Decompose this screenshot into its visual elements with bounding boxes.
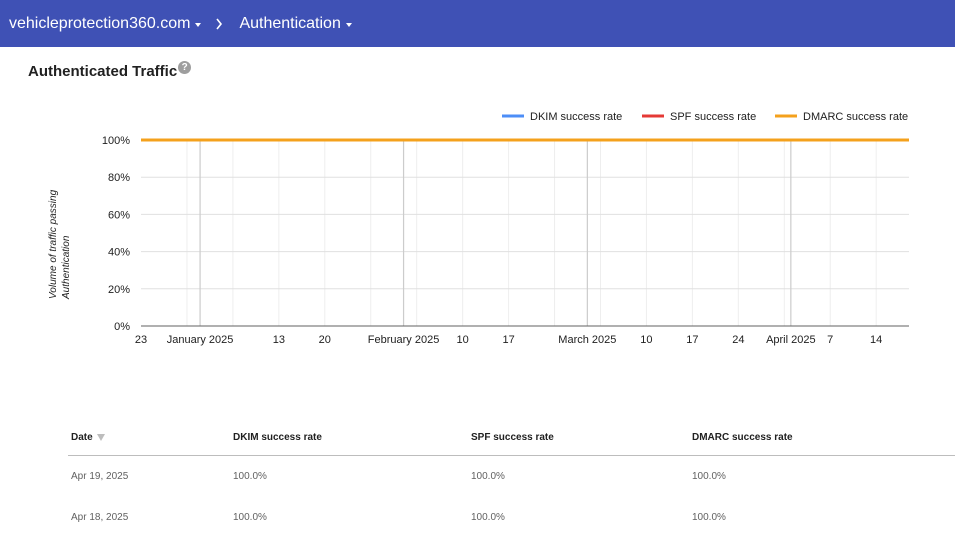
y-tick-label: 0% [114,321,130,333]
authenticated-traffic-chart: 0% 20% 40% 60% 80% 100% 23 January 2025 13 20 Febr… [102,111,909,346]
x-tick-label: 7 [827,334,833,346]
table-row: Apr 18, 2025 100.0% 100.0% 100.0% [68,497,955,538]
cell-dmarc: 100.0% [692,471,726,482]
column-header-dmarc[interactable]: DMARC success rate [692,432,793,443]
chevron-down-icon [195,22,202,27]
y-axis-title-line-2: Authentication [61,235,72,300]
cell-spf: 100.0% [471,512,505,523]
y-axis-title-line-1: Volume of traffic passing [48,189,59,299]
table-row: Apr 19, 2025 100.0% 100.0% 100.0% [68,456,955,497]
section-label: Authentication [239,14,341,32]
column-header-date[interactable]: Date [68,432,231,443]
y-tick-label: 60% [108,209,130,221]
column-header-dkim[interactable]: DKIM success rate [233,432,322,443]
y-tick-label: 20% [108,284,130,296]
cell-date: Apr 18, 2025 [71,512,129,523]
x-tick-label: 13 [273,334,285,346]
legend-label: SPF success rate [670,111,756,123]
chevron-down-icon [345,22,352,27]
column-header-label: Date [71,432,93,443]
domain-label: vehicleprotection360.com [9,14,191,32]
cell-spf: 100.0% [471,471,505,482]
chevron-right-icon [215,18,223,30]
x-tick-label: 20 [319,334,331,346]
x-tick-label: 10 [640,334,652,346]
y-tick-label: 40% [108,247,130,259]
panel-title-row: Authenticated Traffic ? [28,61,192,80]
x-tick-label: April 2025 [766,334,816,346]
legend-label: DKIM success rate [530,111,622,123]
x-tick-label: March 2025 [558,334,616,346]
top-app-bar: vehicleprotection360.com Authentication [0,0,955,47]
column-header-spf[interactable]: SPF success rate [471,432,554,443]
y-tick-label: 100% [102,135,130,147]
traffic-table: Date DKIM success rate SPF success rate … [68,420,955,538]
cell-date: Apr 19, 2025 [71,471,129,482]
cell-dkim: 100.0% [233,512,267,523]
panel-title: Authenticated Traffic [28,63,178,80]
x-tick-label: February 2025 [368,334,440,346]
x-tick-label: 17 [502,334,514,346]
x-tick-label: 17 [686,334,698,346]
table-header: Date DKIM success rate SPF success rate … [68,420,955,456]
y-axis-title: Volume of traffic passing Authentication [48,189,72,300]
cell-dkim: 100.0% [233,471,267,482]
help-icon[interactable]: ? [178,61,192,74]
section-selector[interactable]: Authentication [239,14,352,33]
x-tick-label: 23 [135,334,147,346]
x-tick-label: 24 [732,334,744,346]
x-tick-label: 14 [870,334,882,346]
legend-label: DMARC success rate [803,111,908,123]
domain-selector[interactable]: vehicleprotection360.com [9,14,202,33]
cell-dmarc: 100.0% [692,512,726,523]
x-tick-label: 10 [457,334,469,346]
x-tick-label: January 2025 [167,334,234,346]
sort-descending-icon [96,434,105,441]
y-tick-label: 80% [108,172,130,184]
